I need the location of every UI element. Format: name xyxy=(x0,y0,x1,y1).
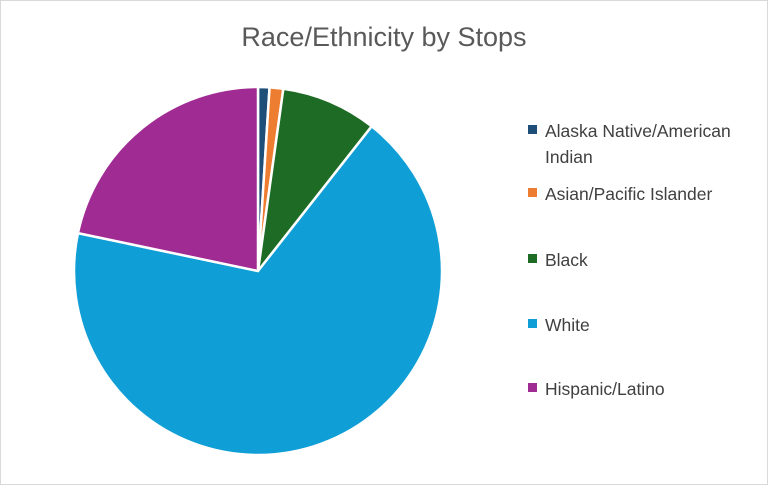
legend-item-alaska-native: Alaska Native/American Indian xyxy=(528,118,755,170)
legend-item-asian-pacific: Asian/Pacific Islander xyxy=(528,181,755,207)
legend-item-black: Black xyxy=(528,247,755,273)
legend-swatch xyxy=(528,125,537,134)
legend-item-hispanic-latino: Hispanic/Latino xyxy=(528,376,755,402)
legend-swatch xyxy=(528,319,537,328)
pie-slice-black xyxy=(256,87,373,273)
legend-item-white: White xyxy=(528,312,755,338)
legend-label: White xyxy=(545,315,590,335)
legend-label: Black xyxy=(545,250,588,270)
legend-swatch xyxy=(528,383,537,392)
legend-label: Hispanic/Latino xyxy=(545,379,665,399)
legend-label: Asian/Pacific Islander xyxy=(545,184,713,204)
legend-label: Alaska Native/American Indian xyxy=(545,121,731,167)
legend-swatch xyxy=(528,188,537,197)
pie-slice-hispanic-latino xyxy=(76,85,260,273)
chart-title: Race/Ethnicity by Stops xyxy=(241,22,527,52)
legend-swatch xyxy=(528,254,537,263)
pie-slice-white xyxy=(72,125,444,457)
